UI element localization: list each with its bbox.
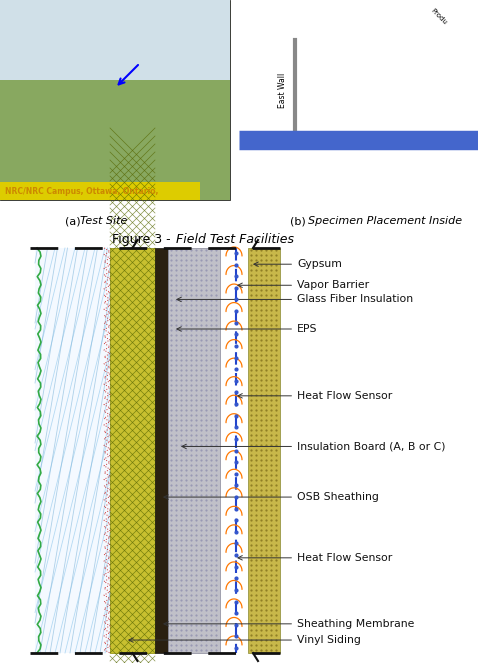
Text: East Wall: East Wall: [279, 72, 287, 107]
Bar: [239, 0, 478, 200]
Text: Sheathing Membrane: Sheathing Membrane: [164, 619, 414, 629]
Text: NRC/NRC Campus, Ottawa, Ontario,: NRC/NRC Campus, Ottawa, Ontario,: [5, 186, 158, 196]
Bar: [168, 248, 220, 653]
Text: Gypsum: Gypsum: [254, 259, 342, 269]
Text: (b): (b): [290, 216, 309, 226]
Bar: [0, 80, 230, 200]
Bar: [248, 248, 280, 653]
Bar: [0, 182, 200, 200]
Text: Field Test Facilities: Field Test Facilities: [176, 233, 294, 246]
Text: Produ: Produ: [430, 8, 448, 26]
Bar: [0, 0, 230, 80]
Text: Vinyl Siding: Vinyl Siding: [129, 635, 361, 645]
Text: Vapor Barrier: Vapor Barrier: [238, 280, 369, 290]
Bar: [110, 248, 155, 653]
Bar: [0, 0, 230, 200]
Text: Specimen Placement Inside: Specimen Placement Inside: [308, 216, 462, 226]
Text: OSB Sheathing: OSB Sheathing: [164, 492, 379, 502]
Text: Test Site: Test Site: [80, 216, 127, 226]
Bar: [35, 248, 110, 653]
Text: Heat Flow Sensor: Heat Flow Sensor: [238, 553, 392, 563]
Text: (a): (a): [65, 216, 84, 226]
Text: Insulation Board (A, B or C): Insulation Board (A, B or C): [182, 442, 445, 452]
Text: Figure 3 -: Figure 3 -: [112, 233, 175, 246]
Text: Glass Fiber Insulation: Glass Fiber Insulation: [177, 294, 413, 304]
Text: Heat Flow Sensor: Heat Flow Sensor: [238, 391, 392, 401]
Text: EPS: EPS: [177, 324, 317, 334]
Bar: [155, 248, 168, 653]
